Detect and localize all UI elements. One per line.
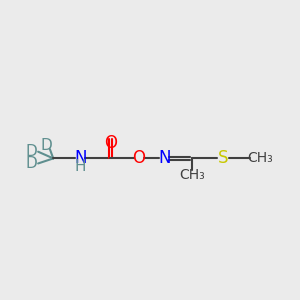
- Text: H: H: [74, 159, 86, 174]
- Text: CH₃: CH₃: [179, 168, 205, 182]
- Text: O: O: [133, 149, 146, 167]
- Text: D: D: [26, 144, 37, 159]
- Text: N: N: [74, 149, 86, 167]
- Text: D: D: [26, 156, 37, 171]
- Text: CH₃: CH₃: [247, 152, 273, 165]
- Text: N: N: [158, 149, 171, 167]
- Text: S: S: [218, 149, 228, 167]
- Text: O: O: [104, 134, 117, 152]
- Text: D: D: [40, 138, 52, 153]
